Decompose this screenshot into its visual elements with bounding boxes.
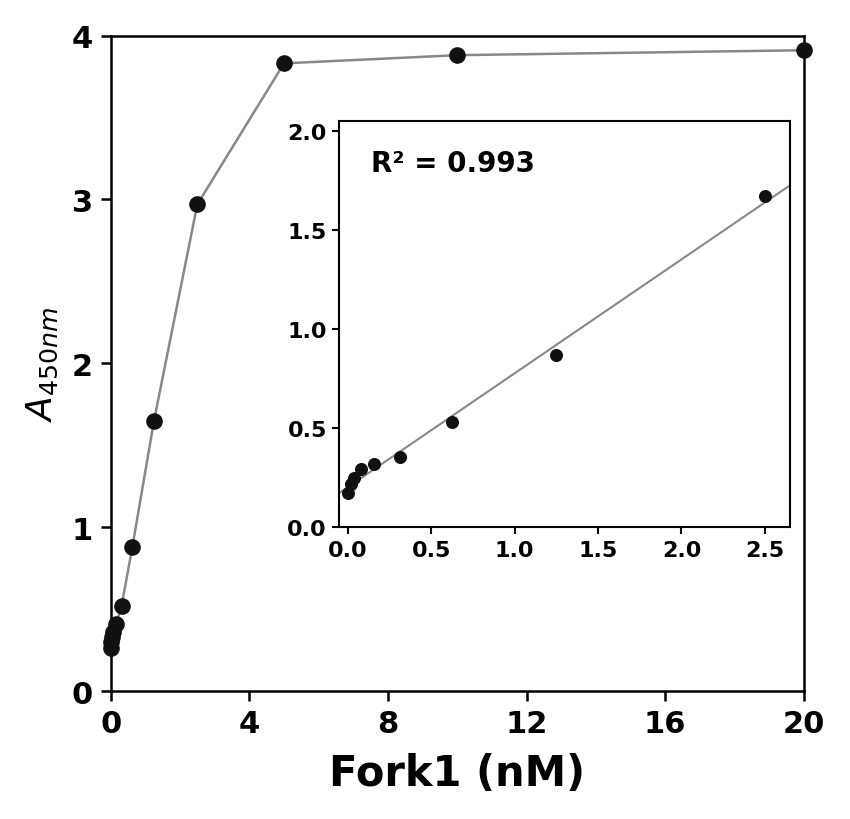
Y-axis label: $A_{450nm}$: $A_{450nm}$ bbox=[25, 306, 60, 422]
Point bbox=[190, 198, 204, 211]
Point bbox=[105, 631, 119, 644]
Point bbox=[126, 541, 139, 554]
Point bbox=[105, 636, 118, 649]
Point bbox=[450, 49, 464, 62]
Point bbox=[107, 626, 121, 639]
Point bbox=[115, 600, 128, 613]
X-axis label: Fork1 (nM): Fork1 (nM) bbox=[329, 752, 586, 794]
Point bbox=[147, 414, 161, 428]
Point bbox=[797, 44, 811, 57]
Point bbox=[277, 57, 291, 70]
Point bbox=[104, 642, 117, 655]
Point bbox=[110, 618, 123, 631]
